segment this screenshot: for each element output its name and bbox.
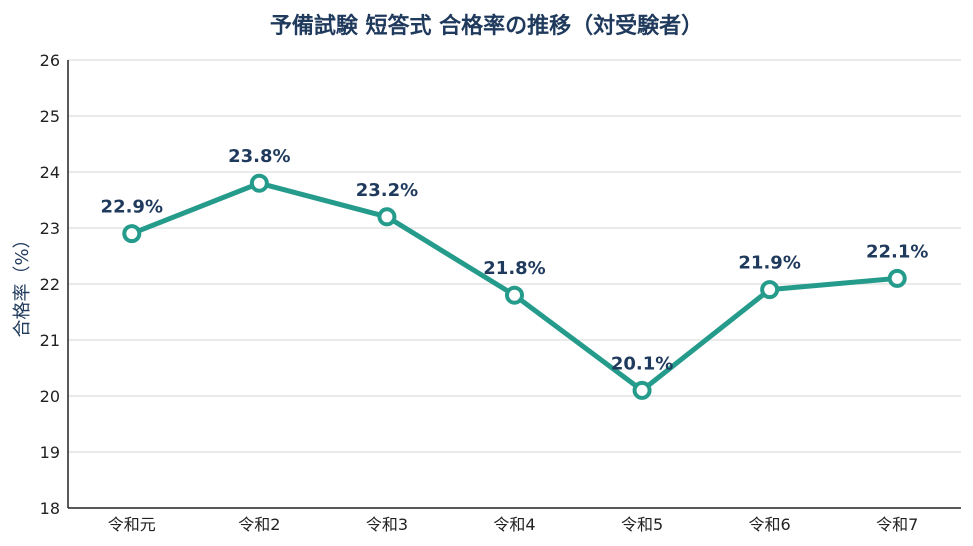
axes — [67, 60, 961, 509]
x-tick-label: 令和7 — [876, 515, 918, 534]
y-tick-label: 22 — [40, 275, 60, 294]
y-tick-labels: 18 19 20 21 22 23 24 25 26 — [40, 51, 60, 518]
y-tick-label: 18 — [40, 499, 60, 518]
chart-title: 予備試験 短答式 合格率の推移（対受験者） — [269, 14, 704, 39]
x-tick-label: 令和5 — [621, 515, 663, 534]
data-point — [632, 380, 652, 400]
data-point — [505, 285, 524, 305]
y-tick-label: 25 — [40, 107, 60, 126]
data-labels: 22.9% 23.8% 23.2% 21.8% 20.1% 21.9% 22.1% — [101, 146, 929, 374]
y-tick-label: 21 — [40, 331, 60, 350]
x-tick-label: 令和6 — [749, 515, 791, 534]
y-tick-label: 19 — [40, 443, 60, 462]
data-label: 21.9% — [738, 253, 800, 274]
y-tick-label: 24 — [40, 163, 60, 182]
y-tick-label: 20 — [40, 387, 60, 406]
series — [122, 173, 907, 400]
data-point — [122, 224, 142, 244]
x-tick-label: 令和2 — [238, 515, 280, 534]
x-tick-labels: 令和元 令和2 令和3 令和4 令和5 令和6 令和7 — [108, 515, 919, 534]
x-tick-label: 令和元 — [108, 515, 156, 534]
data-label: 23.2% — [356, 180, 418, 201]
y-tick-label: 23 — [40, 219, 60, 238]
data-label: 23.8% — [228, 146, 290, 167]
y-tick-label: 26 — [40, 51, 60, 70]
grid-lines — [68, 59, 961, 453]
data-point — [377, 207, 397, 227]
x-tick-label: 令和4 — [493, 515, 535, 534]
data-label: 20.1% — [611, 353, 673, 374]
data-label: 22.1% — [866, 241, 928, 262]
data-point — [249, 173, 269, 193]
data-point — [760, 280, 780, 300]
x-tick-label: 令和3 — [366, 515, 408, 534]
y-axis-label: 合格率（%） — [12, 230, 33, 337]
data-point — [887, 268, 907, 288]
data-label: 21.8% — [483, 258, 545, 279]
data-label: 22.9% — [101, 197, 163, 218]
